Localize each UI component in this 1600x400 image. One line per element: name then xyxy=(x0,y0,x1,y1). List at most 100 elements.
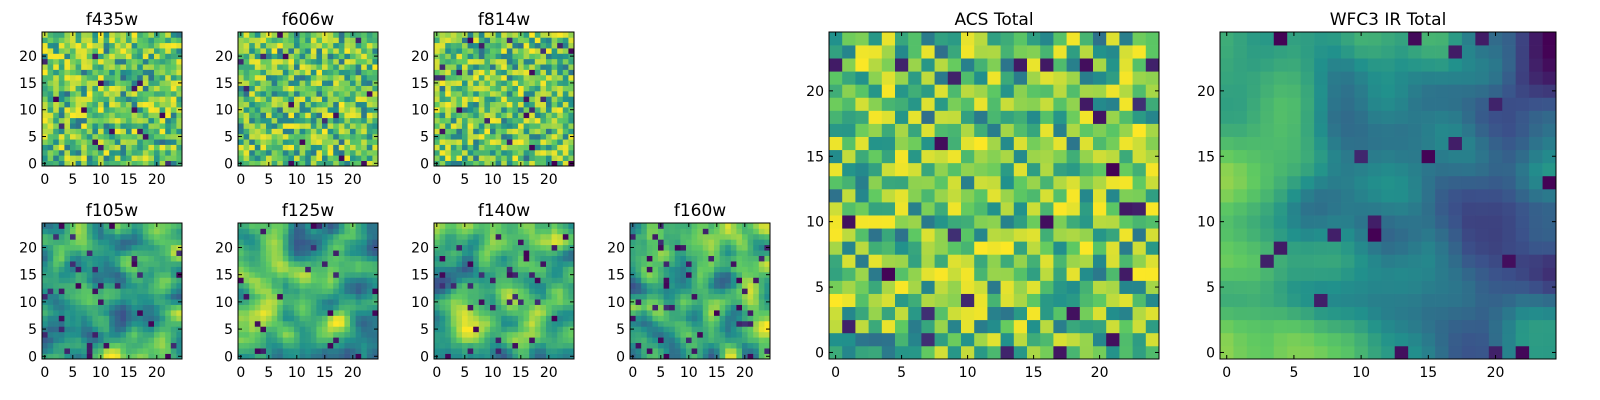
heatmap-cell xyxy=(114,255,121,262)
heatmap-cell xyxy=(53,353,60,360)
heatmap-cell xyxy=(557,107,564,113)
heatmap-cell xyxy=(305,320,312,327)
heatmap-cell xyxy=(534,310,541,316)
heatmap-cell xyxy=(1145,175,1160,190)
heatmap-cell xyxy=(714,282,720,289)
heatmap-cell xyxy=(333,266,340,273)
heatmap-cell xyxy=(534,315,541,322)
heatmap-cell xyxy=(439,299,446,305)
heatmap-cell xyxy=(663,299,670,305)
heatmap-cell xyxy=(753,255,760,262)
heatmap-cell xyxy=(355,310,362,316)
heatmap-cell xyxy=(333,64,340,70)
heatmap-cell xyxy=(282,348,289,354)
heatmap-cell xyxy=(1106,306,1120,321)
heatmap-cell xyxy=(736,277,743,284)
heatmap-cell xyxy=(81,277,88,284)
heatmap-cell xyxy=(154,271,160,278)
heatmap-cell xyxy=(355,315,362,322)
y-tick-label: 20 xyxy=(19,49,37,65)
heatmap-cell xyxy=(316,117,323,124)
heatmap-cell xyxy=(305,228,312,235)
heatmap-cell xyxy=(126,244,132,251)
heatmap-cell xyxy=(75,42,82,49)
heatmap-cell xyxy=(159,139,166,145)
heatmap-cell xyxy=(758,282,765,289)
heatmap-cell xyxy=(114,64,121,70)
heatmap-cell xyxy=(495,288,502,295)
heatmap-cell xyxy=(747,250,754,256)
heatmap-cell xyxy=(758,250,765,256)
heatmap-cell xyxy=(842,162,856,177)
heatmap-cells xyxy=(829,32,1160,360)
heatmap-cell xyxy=(70,123,76,129)
heatmap-cell xyxy=(64,326,71,333)
heatmap-cell xyxy=(81,271,88,278)
heatmap-cell xyxy=(635,233,642,240)
heatmap-cell xyxy=(1013,293,1028,308)
heatmap-cell xyxy=(1066,280,1081,294)
heatmap-cell xyxy=(742,228,748,235)
heatmap-cell xyxy=(47,250,54,256)
heatmap-cell xyxy=(747,342,754,349)
heatmap-cell xyxy=(490,64,496,70)
heatmap-cell xyxy=(934,228,949,242)
panel-title: f125w xyxy=(282,201,334,221)
heatmap-cell xyxy=(305,331,312,338)
heatmap-cell xyxy=(299,342,306,349)
heatmap-cell xyxy=(294,101,300,108)
heatmap-cell xyxy=(529,228,536,235)
heatmap-cell xyxy=(243,293,250,300)
heatmap-cell xyxy=(266,310,272,316)
heatmap-cell xyxy=(1040,332,1054,347)
heatmap-cell xyxy=(148,299,155,305)
heatmap-cell xyxy=(64,228,71,235)
heatmap-cell xyxy=(534,144,541,151)
x-tick-label: 10 xyxy=(92,172,110,188)
heatmap-cell xyxy=(299,255,306,262)
heatmap-cell xyxy=(305,155,312,161)
heatmap-cell xyxy=(534,326,541,333)
heatmap-cell xyxy=(238,112,244,119)
heatmap-cell xyxy=(92,288,99,295)
heatmap-cell xyxy=(142,160,149,167)
heatmap-cell xyxy=(103,331,110,338)
heatmap-cell xyxy=(361,233,368,240)
heatmap-cell xyxy=(473,331,480,338)
heatmap-cell xyxy=(1106,345,1120,360)
heatmap-cell xyxy=(126,288,132,295)
heatmap-cell xyxy=(462,155,468,161)
heatmap-cell xyxy=(372,320,379,327)
heatmap-cell xyxy=(456,69,463,76)
heatmap-cell xyxy=(1000,175,1015,190)
heatmap-cell xyxy=(562,117,569,124)
heatmap-cell xyxy=(630,255,636,262)
heatmap-cell xyxy=(243,117,250,124)
heatmap-cell xyxy=(652,261,659,267)
heatmap-cell xyxy=(70,90,76,97)
heatmap-cell xyxy=(557,53,564,60)
heatmap-cell xyxy=(75,149,82,156)
heatmap-cell xyxy=(467,239,474,246)
heatmap-cell xyxy=(895,280,909,294)
heatmap-cell xyxy=(512,342,519,349)
heatmap-cell xyxy=(109,288,116,295)
heatmap-cell xyxy=(64,42,71,49)
heatmap-cell xyxy=(154,80,160,86)
heatmap-cell xyxy=(506,160,513,167)
heatmap-cell xyxy=(484,42,491,49)
heatmap-cell xyxy=(829,215,843,229)
heatmap-cell xyxy=(260,117,267,124)
heatmap-cell xyxy=(338,255,345,262)
heatmap-cell xyxy=(439,101,446,108)
heatmap-cell xyxy=(1053,332,1067,347)
heatmap-cell xyxy=(546,320,552,327)
heatmap-cell xyxy=(467,155,474,161)
heatmap-cell xyxy=(445,64,452,70)
heatmap-cell xyxy=(254,255,261,262)
heatmap-cell xyxy=(344,255,351,262)
heatmap-cell xyxy=(501,304,508,311)
heatmap-cell xyxy=(103,282,110,289)
heatmap-cell xyxy=(86,233,93,240)
heatmap-cells xyxy=(238,223,379,360)
